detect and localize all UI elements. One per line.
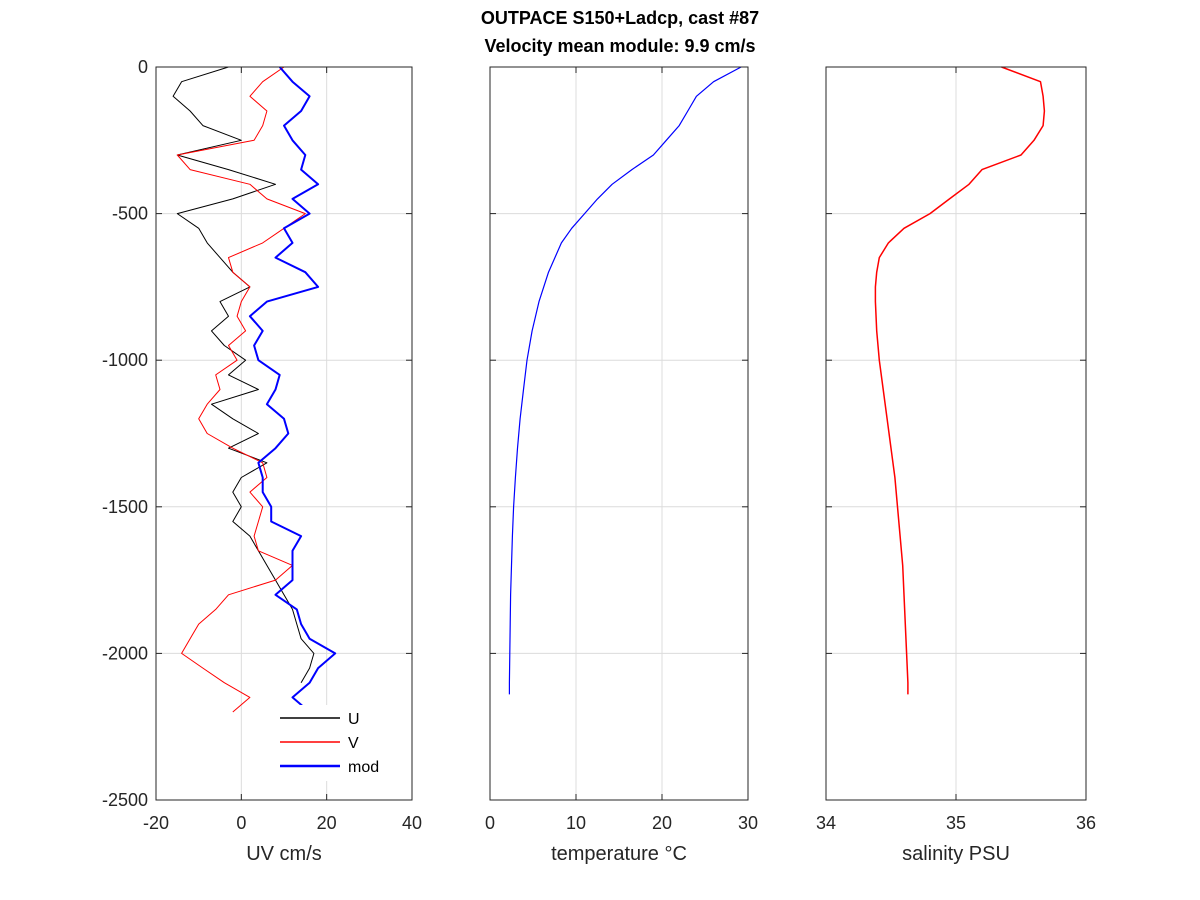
velocity-x-tick-label: 0 xyxy=(236,813,246,833)
depth-y-tick-label: 0 xyxy=(138,57,148,77)
temperature-x-tick-label: 30 xyxy=(738,813,758,833)
legend-label-v: V xyxy=(348,735,359,752)
salinity-x-tick-label: 36 xyxy=(1076,813,1096,833)
salinity-x-axis-label: salinity PSU xyxy=(902,843,1010,865)
temperature-x-tick-label: 20 xyxy=(652,813,672,833)
velocity-plot-area xyxy=(156,67,412,800)
temperature-x-tick-label: 10 xyxy=(566,813,586,833)
salinity-series-profile-line xyxy=(874,66,1046,695)
temperature-x-axis-label: temperature °C xyxy=(551,843,687,865)
temperature-x-tick-label: 0 xyxy=(485,813,495,833)
depth-y-tick-label: -2500 xyxy=(102,790,148,810)
velocity-axes-box xyxy=(155,66,413,801)
salinity-x-tick-label: 34 xyxy=(816,813,836,833)
velocity-series-v-line xyxy=(176,66,306,713)
depth-y-tick-label: -1500 xyxy=(102,497,148,517)
salinity-x-tick-label: 35 xyxy=(946,813,966,833)
velocity-x-tick-label: -20 xyxy=(143,813,169,833)
temperature-series-profile-line xyxy=(508,66,742,695)
depth-y-tick-label: -1000 xyxy=(102,350,148,370)
legend-label-mod: mod xyxy=(348,759,379,776)
salinity-panel: 34 35 36 xyxy=(816,66,1096,833)
velocity-series-mod-line xyxy=(248,66,337,713)
velocity-x-tick-label: 40 xyxy=(402,813,422,833)
figure-title-line2: Velocity mean module: 9.9 cm/s xyxy=(484,36,755,56)
depth-y-tick-label: -500 xyxy=(112,204,148,224)
figure-title-line1: OUTPACE S150+Ladcp, cast #87 xyxy=(481,8,759,28)
legend-label-u: U xyxy=(348,711,360,728)
temperature-panel: 0 10 20 30 xyxy=(485,66,758,833)
velocity-x-axis-label: UV cm/s xyxy=(246,843,322,865)
velocity-panel: -20 0 20 40 0 -500 -1000 -1500 -2000 -2500 xyxy=(102,57,422,833)
temperature-axes-box xyxy=(489,66,749,801)
depth-y-tick-label: -2000 xyxy=(102,643,148,663)
velocity-x-tick-label: 20 xyxy=(317,813,337,833)
velocity-legend: U V mod xyxy=(276,705,386,781)
temperature-plot-area xyxy=(490,67,748,800)
